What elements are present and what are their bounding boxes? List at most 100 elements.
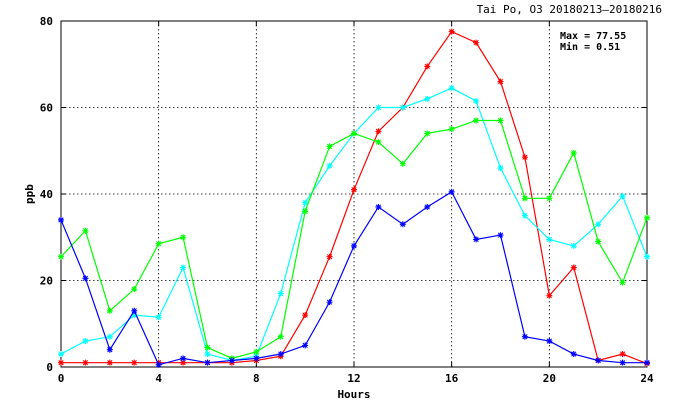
data-point-marker [155, 314, 162, 321]
data-point-marker [106, 333, 113, 340]
data-point-marker [497, 165, 504, 172]
data-point-marker [204, 344, 211, 351]
x-axis-label: Hours [337, 388, 370, 401]
data-point-marker [58, 359, 64, 366]
data-point-marker [106, 307, 113, 314]
data-point-marker [570, 149, 577, 156]
data-point-marker [277, 351, 284, 358]
data-point-marker [106, 359, 113, 366]
data-series [58, 28, 650, 368]
data-point-marker [619, 351, 626, 358]
data-point-marker [58, 216, 64, 223]
data-point-marker [521, 333, 528, 340]
data-point-marker [375, 104, 382, 111]
data-point-marker [424, 95, 431, 102]
data-point-marker [106, 346, 113, 353]
data-point-marker [399, 221, 406, 228]
data-point-marker [399, 104, 406, 111]
series-3 [58, 117, 650, 362]
data-point-marker [326, 253, 333, 260]
x-tick-label: 16 [445, 372, 459, 385]
data-point-marker [424, 63, 431, 70]
data-point-marker [473, 98, 480, 105]
data-point-marker [180, 264, 187, 271]
data-point-marker [619, 359, 626, 366]
data-point-marker [58, 253, 64, 260]
data-point-marker [644, 214, 650, 221]
data-point-marker [155, 240, 162, 247]
data-point-marker [546, 338, 553, 345]
data-point-marker [570, 351, 577, 358]
data-point-marker [82, 275, 89, 282]
data-point-marker [351, 130, 357, 137]
data-point-marker [131, 312, 138, 319]
data-point-marker [546, 195, 553, 202]
data-point-marker [131, 307, 138, 314]
data-point-marker [448, 28, 455, 35]
data-point-marker [619, 279, 626, 286]
data-point-marker [644, 253, 650, 260]
series-line [60, 87, 648, 362]
y-tick-label: 60 [40, 102, 53, 115]
data-point-marker [570, 242, 577, 249]
min-label: Min = 0.51 [560, 41, 620, 53]
data-point-marker [424, 130, 431, 137]
data-point-marker [155, 361, 162, 368]
data-point-marker [546, 292, 553, 299]
data-point-marker [82, 338, 89, 345]
data-point-marker [277, 333, 284, 340]
data-point-marker [473, 117, 480, 124]
data-point-marker [326, 162, 333, 169]
data-point-marker [204, 351, 211, 358]
data-point-marker [546, 236, 553, 243]
data-point-marker [351, 186, 357, 193]
data-point-marker [595, 238, 602, 245]
data-point-marker [497, 232, 504, 239]
data-point-marker [302, 312, 309, 319]
data-point-marker [448, 85, 455, 92]
data-point-marker [497, 78, 504, 85]
data-point-marker [521, 154, 528, 161]
data-point-marker [644, 359, 650, 366]
chart-title: Tai Po, O3 20180213–20180216 [477, 3, 662, 16]
data-point-marker [448, 126, 455, 133]
y-tick-label: 40 [40, 188, 53, 201]
data-point-marker [180, 234, 187, 241]
grid [61, 21, 647, 367]
data-point-marker [302, 208, 309, 215]
data-point-marker [228, 357, 235, 364]
data-point-marker [131, 286, 138, 293]
y-axis-label: ppb [23, 184, 36, 204]
data-point-marker [180, 359, 187, 366]
data-point-marker [302, 342, 309, 349]
data-point-marker [473, 39, 480, 46]
data-point-marker [326, 299, 333, 306]
data-point-marker [570, 264, 577, 271]
data-point-marker [351, 242, 357, 249]
data-point-marker [595, 221, 602, 228]
data-point-marker [253, 348, 260, 355]
data-point-marker [253, 355, 260, 362]
data-point-marker [180, 355, 187, 362]
y-tick-label: 0 [46, 361, 53, 374]
data-point-marker [302, 199, 309, 206]
x-tick-label: 12 [347, 372, 360, 385]
data-point-marker [82, 227, 89, 234]
data-point-marker [619, 193, 626, 200]
data-point-marker [497, 117, 504, 124]
data-point-marker [399, 160, 406, 167]
data-point-marker [58, 351, 64, 358]
x-tick-label: 8 [253, 372, 260, 385]
data-point-marker [375, 139, 382, 146]
data-point-marker [375, 128, 382, 135]
series-4 [58, 188, 650, 368]
x-tick-label: 0 [58, 372, 65, 385]
data-point-marker [277, 290, 284, 297]
data-point-marker [595, 357, 602, 364]
x-tick-label: 20 [543, 372, 556, 385]
data-point-marker [204, 359, 211, 366]
x-tick-label: 24 [640, 372, 654, 385]
axis-ticks: 0 4 8 12 16 20 24 0 20 40 60 80 [40, 15, 654, 385]
y-tick-label: 80 [40, 15, 53, 28]
